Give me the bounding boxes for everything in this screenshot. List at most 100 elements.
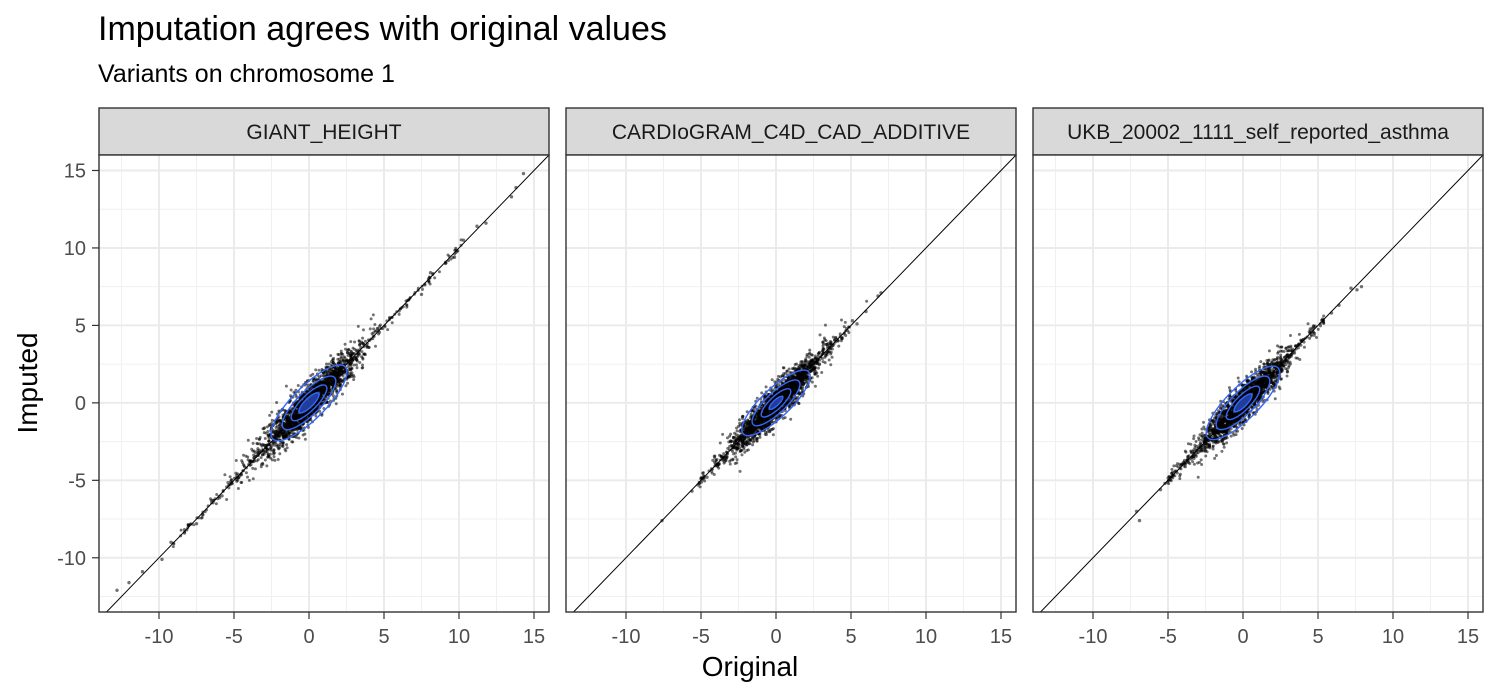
data-point [214,502,218,506]
data-point [263,436,267,440]
data-point [785,369,789,373]
data-point [1245,374,1249,378]
density-core [768,395,784,411]
facet-panel: CARDIoGRAM_C4D_CAD_ADDITIVE-10 -5 0 5 10 15 [565,107,1017,648]
data-point [340,392,344,396]
data-point [269,456,273,460]
data-point [352,378,356,382]
data-point [855,322,859,326]
data-point [326,392,330,396]
data-point [701,471,705,475]
data-point [835,337,839,341]
data-point [359,345,363,349]
data-point [752,439,756,443]
data-point [823,355,827,359]
data-point [250,447,254,451]
data-point [277,435,281,439]
data-point [843,320,847,324]
data-point [341,352,345,356]
data-point [741,414,745,418]
data-point [816,366,820,370]
data-point [247,478,251,482]
data-point [772,391,776,395]
data-point [745,410,749,414]
data-point [746,448,750,452]
data-point [331,358,335,362]
data-point [339,361,343,365]
data-point [218,496,222,500]
density-contour [760,387,792,418]
data-point [699,477,703,481]
y-tick-label: -10 [57,548,86,570]
data-point [355,348,359,352]
data-point [182,531,187,535]
data-point [1259,360,1263,364]
data-point [773,380,777,384]
data-point [243,465,247,469]
data-point [805,380,809,384]
data-point [804,378,808,382]
data-point [342,370,346,374]
data-point [1298,358,1302,362]
data-point [787,367,791,371]
data-point [206,504,210,508]
data-point [804,375,808,379]
data-point [277,418,281,422]
data-point [428,271,433,275]
data-point [812,370,816,374]
data-point [805,353,809,357]
data-point [783,416,787,420]
data-point [262,451,266,455]
data-point [288,409,292,413]
y-tick-label: 10 [64,238,86,260]
data-point [285,446,289,450]
data-point [792,367,796,371]
data-point [768,421,772,425]
data-point [276,446,280,450]
data-point [428,282,432,286]
data-point [806,366,810,370]
density-contour [741,369,811,437]
data-point [234,459,238,463]
data-point [344,359,348,363]
data-point [292,431,296,435]
data-point [797,365,801,369]
data-point [225,497,229,501]
data-point [800,362,804,366]
data-point [825,353,829,357]
data-point [334,366,338,370]
data-point [358,361,362,365]
data-point [287,420,291,424]
data-point [227,486,231,490]
data-point [829,342,833,346]
data-point [727,440,731,444]
data-point [509,195,514,199]
y-tick-label: 5 [75,315,86,337]
data-point [1285,374,1289,378]
data-point [342,355,346,359]
density-core [297,391,321,415]
data-point [703,479,707,483]
data-point [314,414,318,418]
data-point [267,442,271,446]
data-point [255,442,259,446]
data-point [349,350,353,354]
data-point [446,259,450,263]
data-point [256,454,260,458]
data-point [771,433,775,437]
data-point [348,374,352,378]
data-point [372,327,376,331]
data-point [281,441,285,445]
data-point [226,480,230,484]
data-point [837,344,841,348]
data-point [331,394,335,398]
data-point [743,425,747,429]
data-point [309,374,313,378]
data-point [360,340,364,344]
data-point [272,450,276,454]
data-point [240,473,244,477]
data-point [328,379,332,383]
data-point [821,350,825,354]
x-tick-label: -5 [225,626,243,648]
